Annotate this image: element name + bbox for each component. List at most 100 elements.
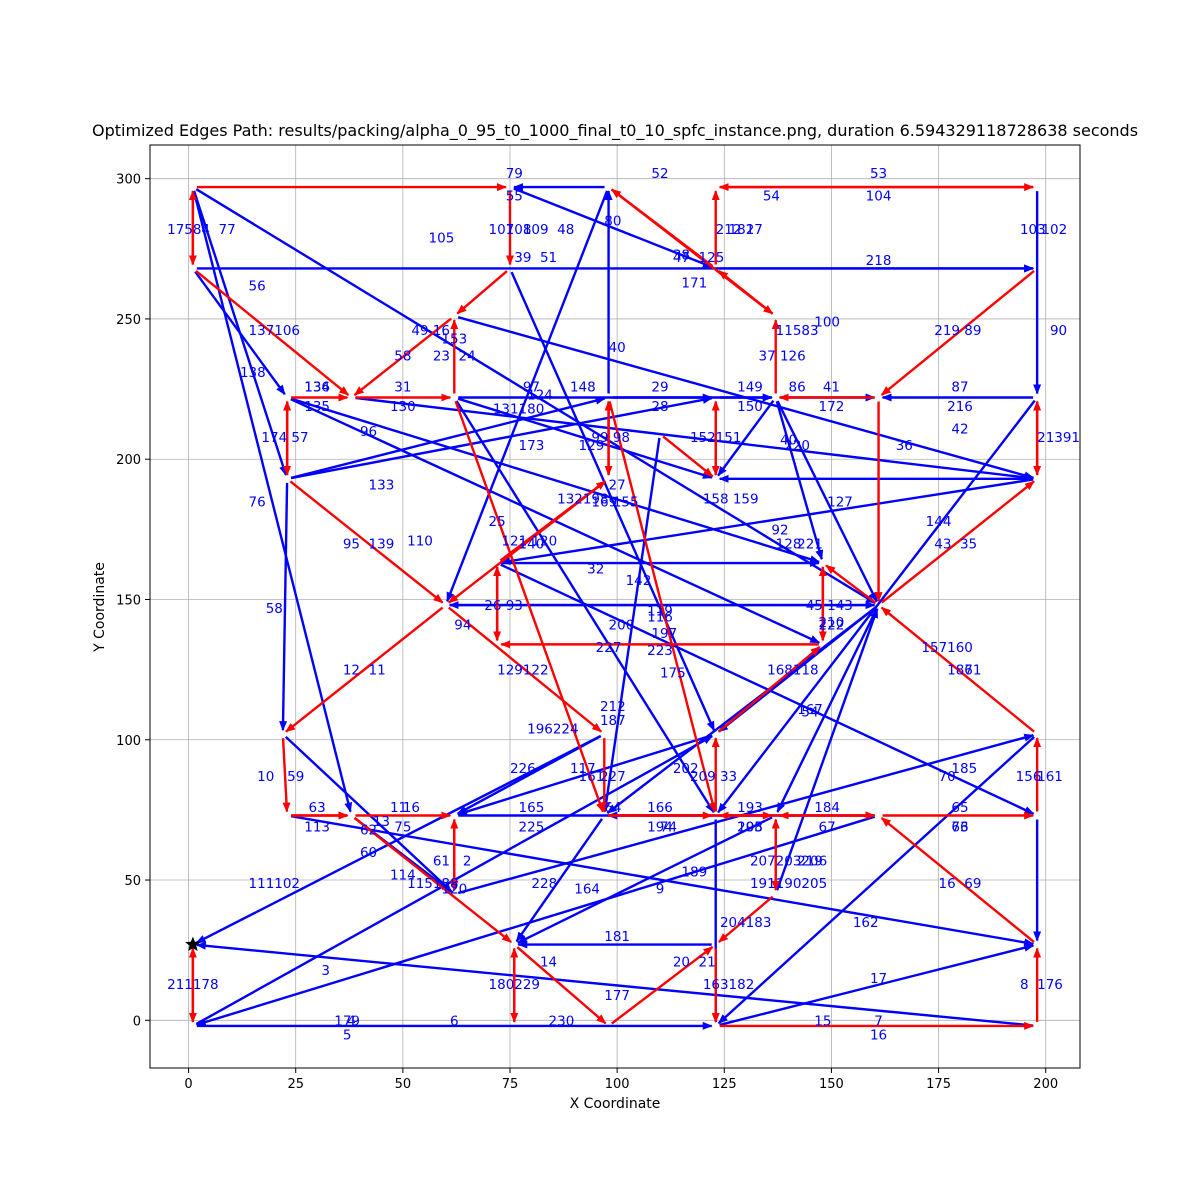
edge-label: 202	[673, 761, 699, 777]
edge-label: 193	[737, 800, 763, 816]
edge-label: 5	[343, 1027, 352, 1043]
edge-label: 36	[896, 438, 913, 454]
edge-label: 180	[489, 977, 515, 993]
edge-label: 59	[287, 769, 304, 785]
edge-label: 61	[433, 853, 450, 869]
edge-label: 109	[523, 222, 549, 238]
other-edge	[195, 188, 877, 605]
edge-label: 122	[523, 663, 549, 679]
path-edge	[880, 606, 1035, 733]
edge-label: 102	[274, 876, 300, 892]
edge-label: 206	[801, 853, 827, 869]
other-edge	[355, 396, 1035, 482]
path-edge	[448, 480, 607, 604]
edge-label: 188	[433, 876, 459, 892]
edge-label: 227	[600, 769, 626, 785]
edge-label: 40	[609, 340, 626, 356]
other-edge	[513, 187, 713, 269]
edge-label: 45	[806, 598, 823, 614]
edge-label: 226	[510, 761, 536, 777]
edge-label: 69	[964, 876, 981, 892]
edge-label: 219	[934, 323, 960, 339]
other-edge	[290, 397, 820, 563]
edge-label: 120	[531, 534, 557, 550]
edge-label: 133	[369, 477, 395, 493]
edge-label: 138	[240, 365, 266, 381]
other-edge	[457, 733, 1035, 895]
edge-label: 94	[454, 618, 471, 634]
edge-label: 209	[690, 769, 716, 785]
x-axis-label: X Coordinate	[570, 1096, 661, 1112]
edge-label: 169	[591, 494, 617, 510]
other-edge	[290, 395, 713, 480]
path-edge	[285, 606, 444, 733]
edge-label: 172	[819, 399, 845, 415]
edge-label: 180	[519, 402, 545, 418]
edge-label: 33	[720, 769, 737, 785]
edge-label: 177	[604, 988, 630, 1004]
edge-label: 148	[570, 379, 596, 395]
edge-label: 4	[347, 1013, 356, 1029]
path-edge	[289, 480, 444, 604]
edge-label: 158	[703, 491, 729, 507]
edge-label: 228	[531, 876, 557, 892]
edge-label: 151	[716, 430, 742, 446]
other-edge	[500, 478, 1034, 565]
y-tick-label: 100	[116, 734, 141, 749]
edge-label: 159	[733, 491, 759, 507]
edge-label: 225	[519, 820, 545, 836]
other-edge	[516, 816, 773, 944]
edge-label: 51	[540, 250, 557, 266]
edge-label: 144	[926, 514, 952, 530]
edge-label: 203	[776, 853, 802, 869]
edge-label: 115	[407, 876, 433, 892]
edge-label: 49	[411, 323, 428, 339]
edge-label: 230	[549, 1013, 575, 1029]
edge-label: 178	[193, 977, 219, 993]
edge-label: 176	[1037, 977, 1063, 993]
path-edge	[880, 480, 1035, 604]
x-tick-label: 125	[712, 1077, 737, 1092]
path-edge	[880, 817, 1035, 943]
path-edge	[448, 606, 602, 733]
other-edge	[290, 396, 606, 480]
edge-label: 7	[874, 1013, 883, 1029]
edge-label: 52	[651, 166, 668, 182]
edge-label: 162	[853, 915, 879, 931]
edge-label: 139	[369, 536, 395, 552]
edge-label: 23	[433, 348, 450, 364]
edge-label: 211	[167, 977, 193, 993]
edge-label: 212	[716, 222, 742, 238]
edge-label: 222	[819, 618, 845, 634]
edge-label: 134	[304, 379, 330, 395]
edge-label: 175	[660, 665, 686, 681]
edge-label: 205	[801, 876, 827, 892]
edge-label: 104	[866, 188, 892, 204]
edge-label: 153	[441, 332, 467, 348]
other-edge	[456, 735, 602, 815]
other-edge	[195, 815, 876, 1026]
edge-label: 103	[1020, 222, 1046, 238]
edge-label: 15	[814, 1013, 831, 1029]
other-edge	[446, 190, 609, 603]
edge-label: 161	[1037, 769, 1063, 785]
edge-label: 62	[360, 823, 377, 839]
edge-label: 189	[681, 865, 707, 881]
edge-label: 131	[493, 402, 519, 418]
edge-label: 17	[746, 222, 763, 238]
edge-label: 124	[527, 388, 553, 404]
edge-label: 207	[750, 853, 776, 869]
edge-label: 119	[647, 604, 673, 620]
edge-label: 229	[514, 977, 540, 993]
edge-label: 223	[647, 643, 673, 659]
edge-label: 54	[801, 705, 818, 721]
edge-label: 83	[801, 323, 818, 339]
edge-label: 137	[249, 323, 275, 339]
edge-label: 93	[506, 598, 523, 614]
path-edge	[353, 817, 512, 944]
edge-label: 102	[1041, 222, 1067, 238]
edge-label: 216	[947, 399, 973, 415]
y-tick-label: 300	[116, 173, 141, 188]
x-tick-label: 25	[287, 1077, 304, 1092]
